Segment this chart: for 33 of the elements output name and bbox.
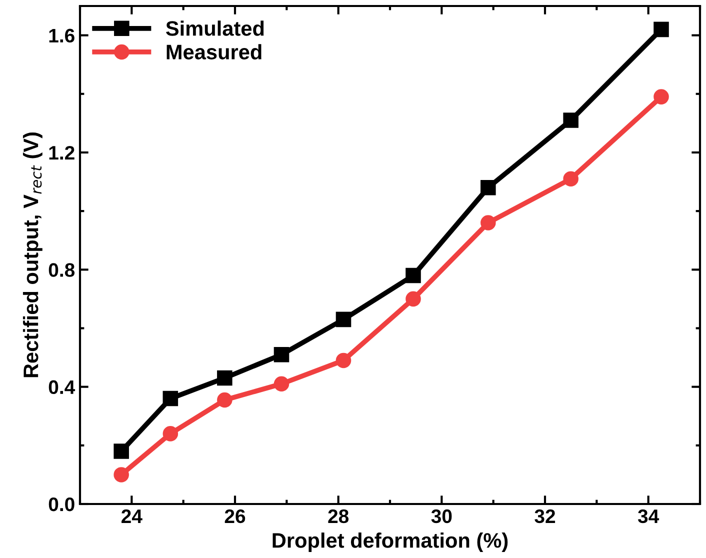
point xyxy=(162,390,178,406)
x-tick-label: 30 xyxy=(431,509,452,524)
x-tick-label: 32 xyxy=(534,509,556,524)
y-tick-label: 1.2 xyxy=(49,146,74,160)
point xyxy=(406,291,421,307)
point xyxy=(563,171,578,186)
legend-label: Simulated xyxy=(166,20,264,36)
x-tick-label: 34 xyxy=(638,509,660,524)
x-tick-label: 26 xyxy=(224,509,246,524)
y-tick-label: 1.6 xyxy=(49,28,74,43)
point xyxy=(114,467,129,482)
point xyxy=(217,392,232,408)
y-tick-label: 0.8 xyxy=(48,263,75,277)
point xyxy=(274,376,290,392)
point xyxy=(406,268,421,284)
y-tick-label: 0.4 xyxy=(48,380,76,394)
point xyxy=(654,89,669,104)
point xyxy=(114,444,129,459)
point xyxy=(217,370,232,386)
legend-label: Measured xyxy=(166,44,262,60)
point xyxy=(654,22,669,38)
y-tick-label: 0.0 xyxy=(48,497,74,512)
point xyxy=(336,352,352,368)
x-tick-label: 24 xyxy=(122,509,142,523)
point xyxy=(480,180,496,196)
point xyxy=(274,346,290,362)
point xyxy=(162,426,178,442)
point xyxy=(563,112,578,128)
y-axis-title: Rectified output, V$_{rect}$ (V) xyxy=(22,132,42,378)
x-tick-label: 28 xyxy=(328,509,349,524)
point xyxy=(336,312,352,328)
x-axis-title: Droplet deformation (%) xyxy=(272,532,508,552)
point xyxy=(480,215,496,230)
